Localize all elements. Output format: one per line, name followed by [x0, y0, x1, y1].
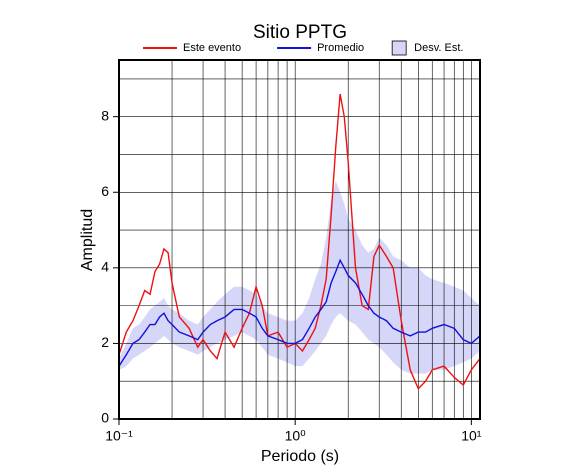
y-tick-label: 4 [101, 259, 109, 275]
x-tick-label: 10¹ [461, 428, 482, 444]
std-band [119, 180, 480, 374]
y-tick-label: 8 [101, 107, 109, 123]
y-tick-label: 2 [101, 334, 109, 350]
y-axis-label: Amplitud [79, 209, 96, 271]
y-tick-label: 0 [101, 410, 109, 426]
series-line [118, 258, 481, 367]
legend-label: Este evento [183, 42, 241, 54]
legend-label: Desv. Est. [414, 42, 463, 54]
x-axis-label: Periodo (s) [261, 448, 339, 465]
plot-frame [118, 59, 481, 420]
legend-label: Promedio [317, 42, 364, 54]
x-tick-label: 10⁻¹ [105, 428, 133, 444]
chart-title: Sitio PPTG [253, 22, 347, 43]
legend-swatch [391, 40, 407, 56]
y-tick-label: 6 [101, 183, 109, 199]
series-line [118, 93, 481, 391]
x-tick-label: 10⁰ [285, 428, 307, 444]
